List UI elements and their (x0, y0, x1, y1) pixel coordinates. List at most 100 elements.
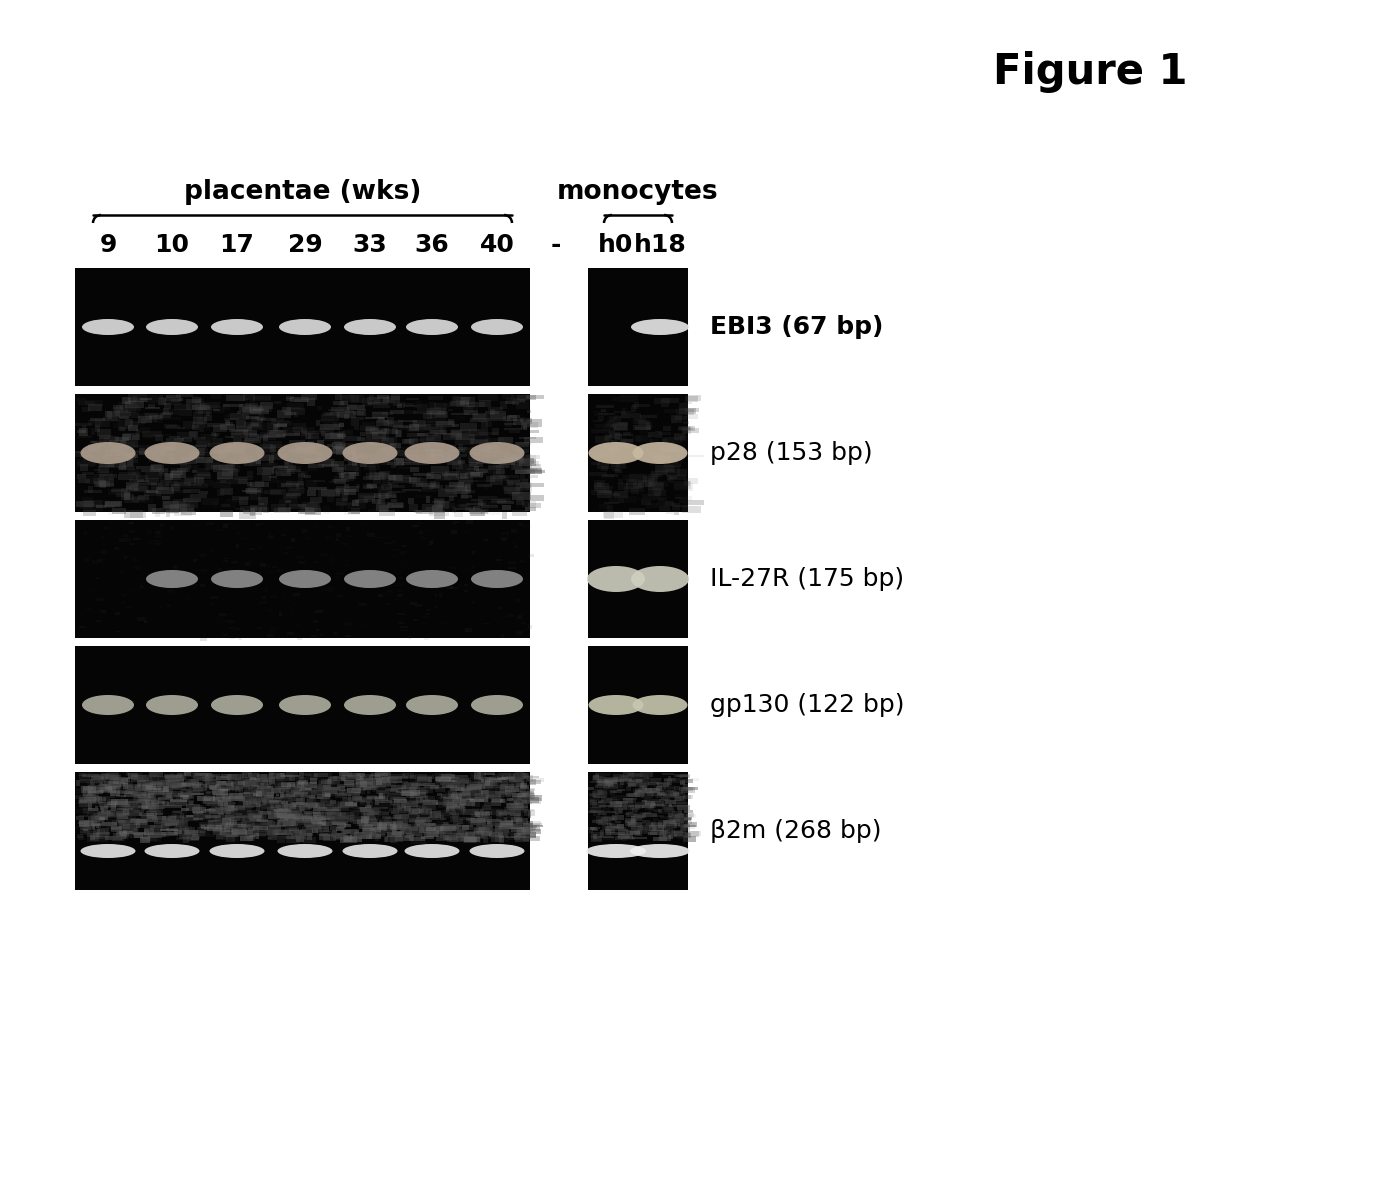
Bar (289, 807, 302, 809)
Bar (591, 827, 599, 829)
Bar (529, 475, 537, 478)
Bar (472, 450, 487, 452)
Bar (612, 440, 617, 442)
Bar (83, 505, 102, 511)
Bar (523, 827, 533, 832)
Bar (217, 472, 234, 478)
Bar (108, 435, 112, 438)
Bar (621, 779, 632, 781)
Bar (634, 774, 648, 779)
Bar (457, 780, 462, 784)
Bar (224, 802, 237, 804)
Ellipse shape (209, 844, 264, 858)
Bar (331, 442, 345, 445)
Bar (652, 826, 656, 831)
Bar (235, 787, 241, 792)
Bar (192, 793, 205, 795)
Bar (349, 535, 353, 537)
Bar (122, 780, 133, 787)
Bar (685, 821, 692, 825)
Bar (198, 778, 213, 781)
Bar (459, 480, 479, 482)
Bar (100, 435, 109, 439)
Bar (520, 780, 523, 787)
Bar (412, 421, 418, 427)
Bar (148, 541, 154, 545)
Bar (208, 791, 216, 793)
Bar (350, 507, 360, 514)
Ellipse shape (631, 566, 689, 593)
Bar (487, 821, 491, 825)
Bar (295, 833, 300, 840)
Bar (590, 799, 599, 802)
Bar (304, 819, 320, 826)
Bar (358, 783, 372, 789)
Bar (267, 822, 281, 826)
Bar (412, 439, 432, 441)
Bar (147, 833, 161, 835)
Bar (367, 472, 372, 480)
Bar (430, 828, 437, 831)
Bar (662, 799, 664, 804)
Bar (155, 536, 161, 538)
Bar (260, 780, 273, 785)
Bar (522, 493, 526, 495)
Bar (526, 821, 533, 828)
Bar (162, 795, 173, 797)
Bar (140, 797, 149, 804)
Bar (376, 395, 389, 399)
Bar (418, 820, 430, 825)
Bar (162, 801, 169, 807)
Bar (425, 795, 428, 801)
Bar (421, 837, 433, 839)
Bar (202, 798, 208, 803)
Bar (181, 826, 192, 831)
Bar (102, 785, 118, 789)
Bar (220, 786, 224, 791)
Bar (515, 469, 536, 474)
Bar (367, 802, 374, 807)
Bar (230, 833, 244, 835)
Bar (274, 829, 286, 835)
Bar (274, 400, 281, 404)
Bar (459, 397, 475, 404)
Bar (152, 831, 169, 835)
Bar (504, 487, 519, 494)
Bar (394, 799, 407, 803)
Bar (226, 419, 230, 426)
Bar (509, 415, 520, 418)
Bar (681, 781, 685, 784)
Bar (75, 268, 530, 386)
Bar (511, 780, 526, 786)
Bar (681, 428, 699, 434)
Bar (457, 820, 465, 826)
Bar (138, 825, 155, 828)
Bar (331, 833, 342, 839)
Bar (448, 454, 468, 457)
Bar (614, 469, 621, 472)
Bar (505, 790, 511, 795)
Bar (291, 611, 295, 613)
Bar (95, 505, 107, 508)
Bar (662, 440, 667, 445)
Bar (162, 834, 179, 837)
Bar (520, 785, 529, 789)
Bar (415, 522, 422, 524)
Bar (98, 559, 102, 563)
Bar (649, 821, 656, 825)
Bar (507, 614, 515, 617)
Bar (316, 815, 327, 819)
Bar (322, 785, 331, 787)
Bar (285, 809, 299, 813)
Bar (205, 775, 217, 781)
Bar (523, 422, 527, 430)
Bar (100, 784, 112, 790)
Bar (432, 505, 443, 512)
Bar (111, 808, 126, 811)
Bar (162, 495, 170, 500)
Bar (289, 802, 304, 805)
Bar (522, 501, 536, 507)
Bar (320, 632, 322, 636)
Bar (671, 831, 675, 834)
Bar (364, 476, 381, 481)
